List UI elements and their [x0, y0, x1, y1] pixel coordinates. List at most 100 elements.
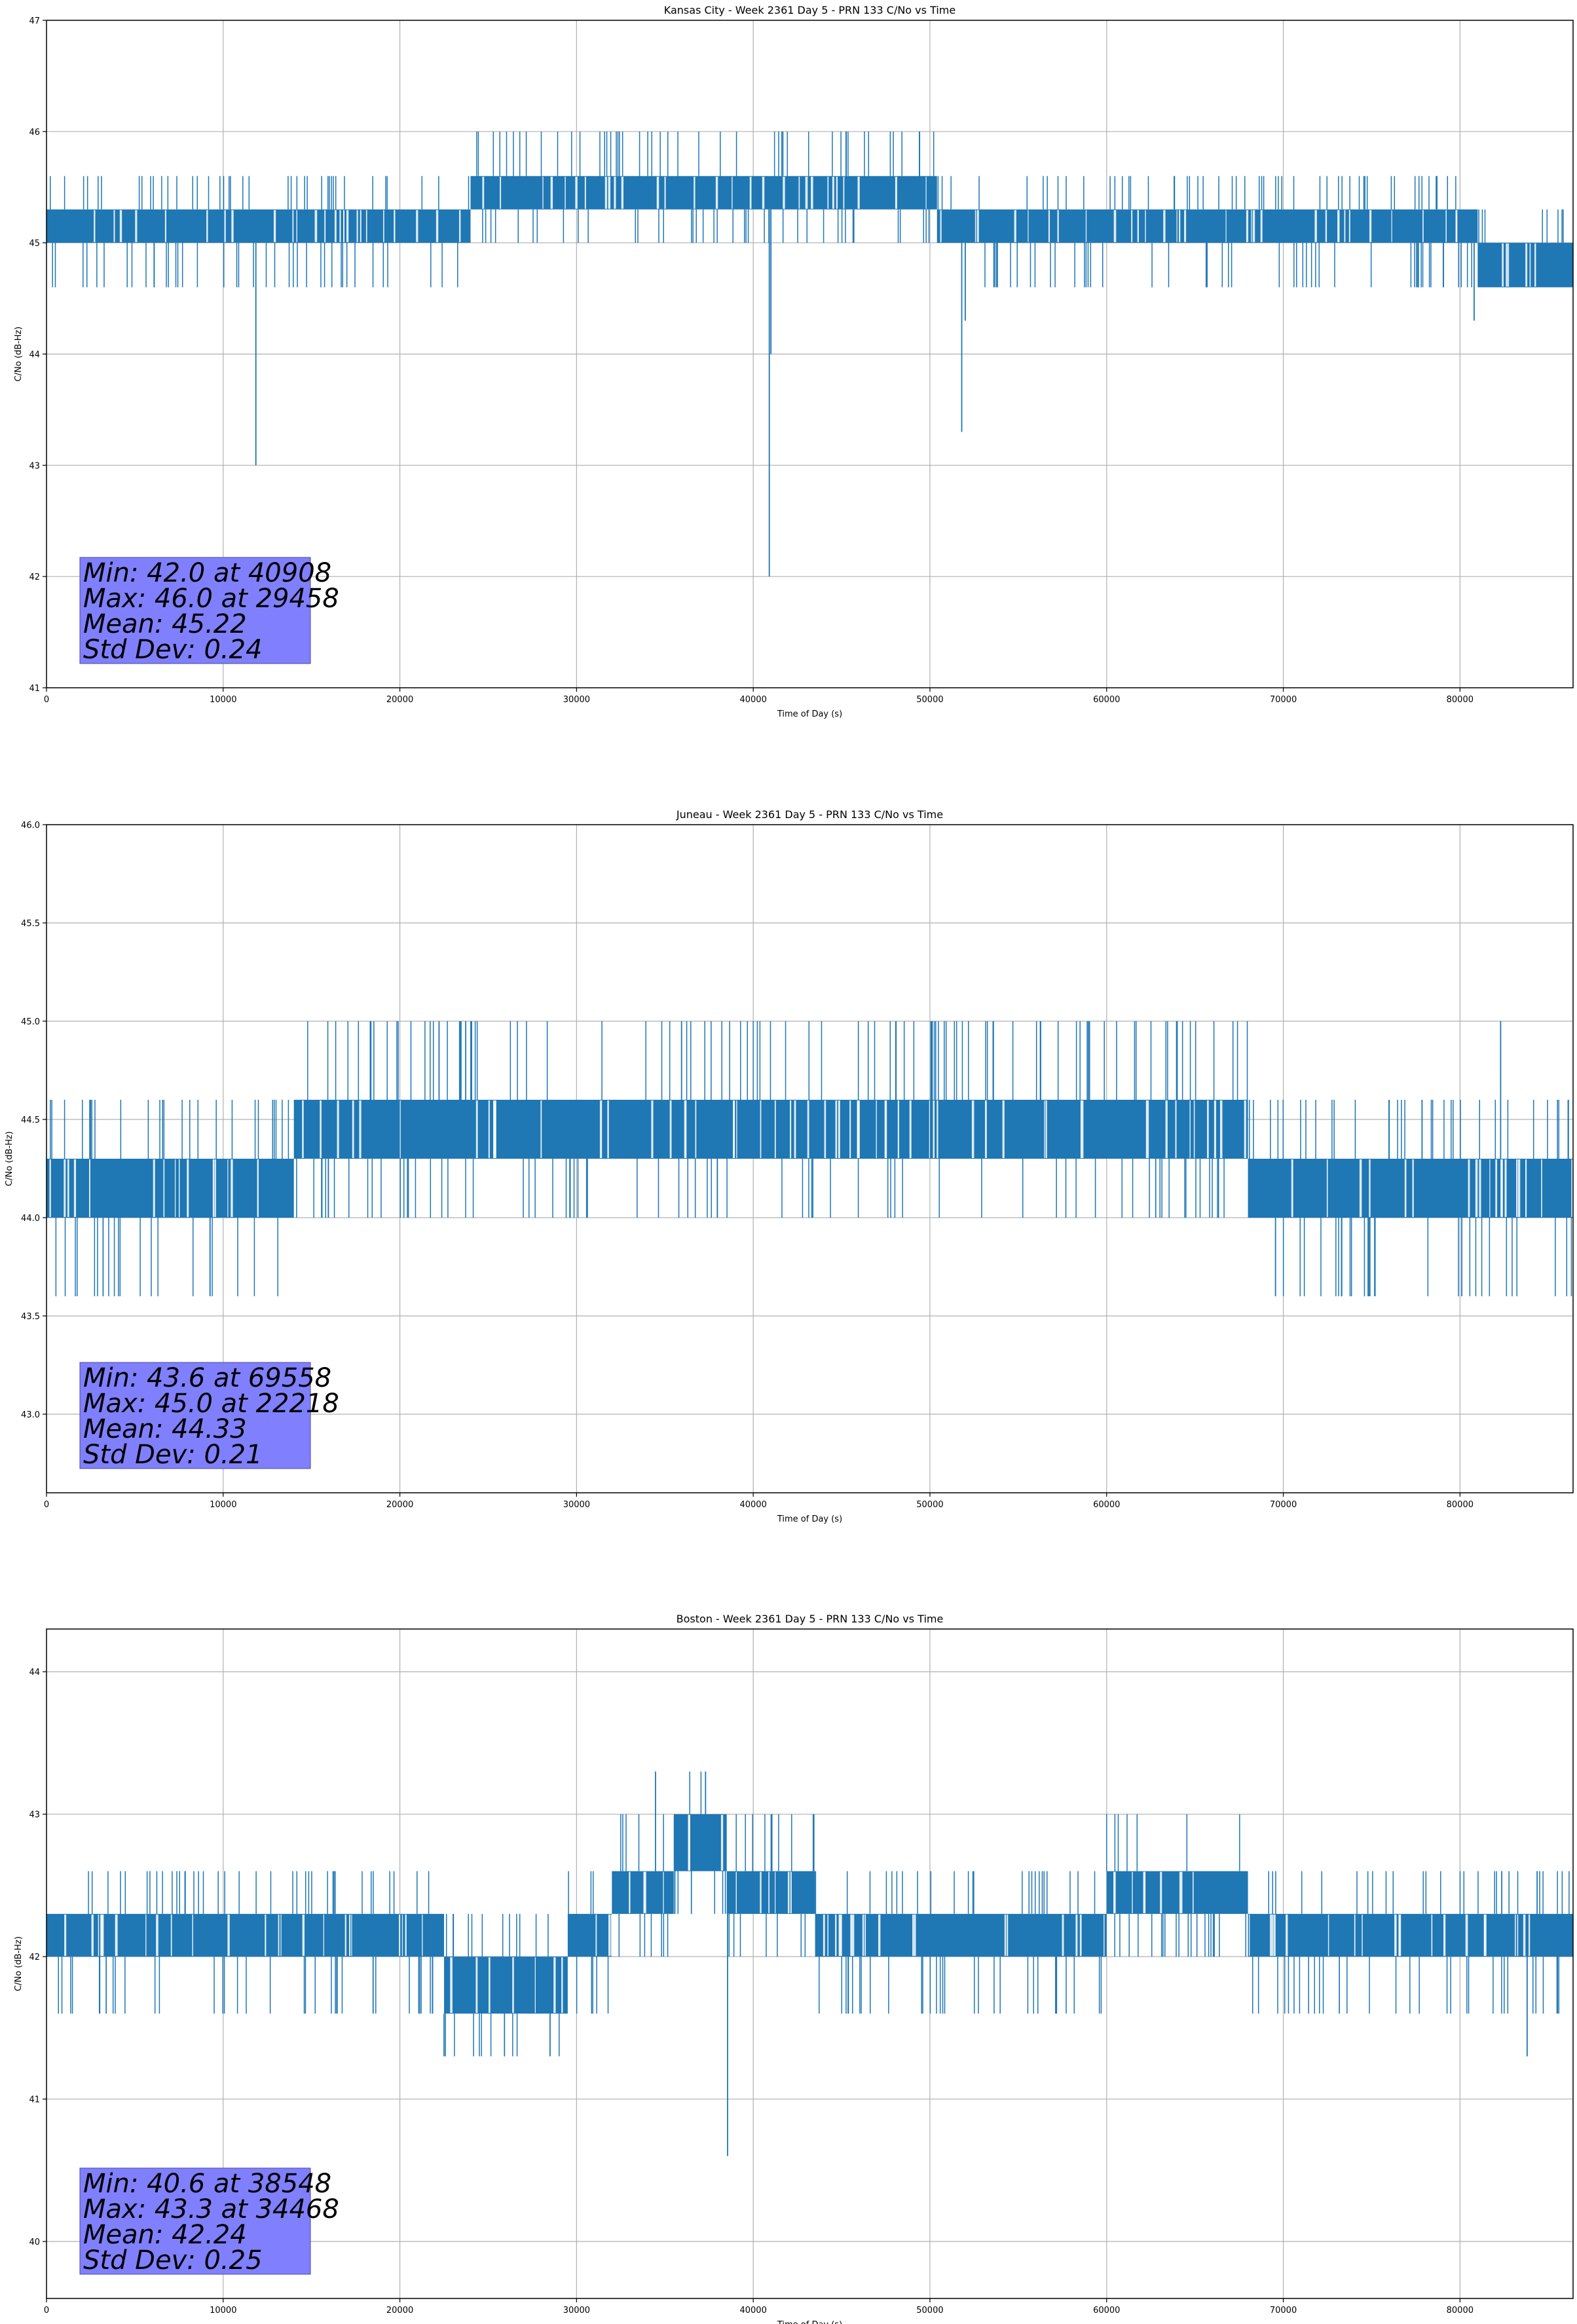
series-gap [925, 176, 927, 209]
series-gap [878, 1914, 881, 1957]
stats-line: Min: 42.0 at 40908 [83, 558, 331, 588]
series-gap [1517, 1914, 1519, 1957]
series-gap [224, 210, 226, 242]
series-gap [849, 1100, 851, 1158]
series-gap [1369, 210, 1372, 242]
series-gap [1225, 210, 1227, 242]
series-gap [976, 210, 979, 242]
series-gap [768, 1871, 770, 1913]
series-gap [334, 210, 337, 242]
series-gap [1007, 1914, 1009, 1957]
series-line [46, 131, 1573, 577]
series-gap [324, 210, 326, 242]
series-gap [170, 1914, 172, 1957]
series-line [46, 1771, 1573, 2156]
series-gap [1179, 1871, 1182, 1913]
y-tick-label: 47 [29, 16, 40, 26]
series-gap [394, 210, 396, 242]
series-gap [113, 210, 115, 242]
x-tick-label: 10000 [210, 1500, 236, 1510]
x-tick-label: 80000 [1447, 695, 1474, 705]
series-gap [1500, 1159, 1503, 1217]
axes-frame [46, 1628, 1574, 2299]
series-gap [1045, 1100, 1047, 1158]
x-tick-label: 20000 [386, 2306, 413, 2315]
series-gap [787, 1871, 790, 1913]
series-gap [1272, 1914, 1274, 1957]
series-gap [669, 1100, 672, 1158]
series-gap [621, 176, 624, 209]
series-gap [1165, 1100, 1168, 1158]
stats-box-background [79, 2167, 311, 2275]
series-gap [561, 1957, 563, 2014]
series-gap [1500, 1159, 1502, 1217]
series-gap [1002, 1100, 1005, 1158]
series-gap [145, 1914, 147, 1957]
y-tick-label: 44.5 [21, 1115, 40, 1125]
series-gap [614, 176, 616, 209]
series-gap [895, 176, 897, 209]
x-tick-label: 0 [44, 1500, 49, 1510]
series-gap [1504, 1159, 1507, 1217]
series-gap [475, 1957, 478, 2014]
y-tick-label: 41 [29, 684, 40, 694]
series-gap [850, 1914, 853, 1957]
series-gap [405, 1914, 407, 1957]
series-gap [89, 1159, 90, 1217]
series-gap [64, 1914, 67, 1957]
series-band [444, 1957, 568, 2014]
y-tick-label: 42 [29, 1953, 40, 1962]
series-gap [1479, 1159, 1481, 1217]
series-gap [610, 1914, 614, 1957]
y-tick-label: 45 [29, 239, 40, 249]
series-gap [1529, 243, 1531, 287]
series-gap [575, 176, 578, 209]
series-gap [178, 1159, 180, 1217]
series-gap [656, 176, 659, 209]
series-gap [811, 176, 813, 209]
y-tick-label: 46.0 [21, 821, 40, 831]
series-gap [823, 1914, 825, 1957]
series-gap [1079, 1914, 1082, 1957]
series-gap [1475, 1159, 1477, 1217]
series-gap [1348, 210, 1350, 242]
series-gap [1359, 1159, 1362, 1217]
series-gap [1398, 1914, 1401, 1957]
y-tick-label: 45.5 [21, 919, 40, 929]
series-gap [789, 1100, 792, 1158]
series-band [1248, 1159, 1573, 1218]
series-band [46, 1913, 445, 1957]
series-gap [933, 1100, 935, 1158]
series-gap [839, 1100, 840, 1158]
series-gap [488, 1100, 490, 1158]
series-gap [1465, 1914, 1468, 1957]
series-gap [1081, 1100, 1084, 1158]
series-band [673, 1814, 727, 1871]
series-gap [1412, 1159, 1414, 1217]
series-gap [1571, 1159, 1573, 1217]
y-tick-label: 42 [29, 572, 40, 582]
series-gap [1443, 1914, 1446, 1957]
series-gap [909, 1100, 912, 1158]
series-gap [1369, 1159, 1371, 1217]
series-gap [1514, 1914, 1516, 1957]
series-gap [1337, 210, 1340, 242]
x-tick-label: 10000 [210, 2306, 236, 2315]
series-gap [862, 1914, 864, 1957]
series-gap [1517, 1159, 1521, 1217]
series-gap [320, 1100, 322, 1158]
series-gap [720, 1814, 724, 1871]
series-gap [1189, 1100, 1191, 1158]
stats-line: Min: 40.6 at 38548 [83, 2169, 331, 2199]
series-gap [135, 210, 138, 242]
series-gap [206, 210, 208, 242]
stats-box-background [79, 1362, 311, 1469]
series-gap [835, 1100, 838, 1158]
series-gap [1249, 1914, 1250, 1957]
series-band [46, 1159, 294, 1218]
series-gap [337, 1100, 339, 1158]
series-gap [827, 176, 829, 209]
series-gap [98, 1914, 100, 1957]
series-gap [1163, 210, 1166, 242]
